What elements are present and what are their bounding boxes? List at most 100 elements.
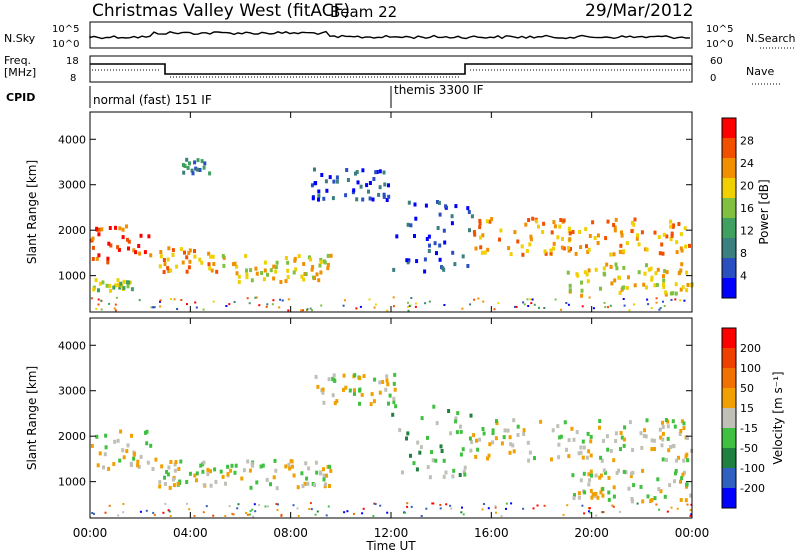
- echo-cell: [221, 254, 225, 258]
- echo-cell: [576, 273, 580, 278]
- echo-cell: [639, 431, 643, 436]
- echo-cell: [294, 267, 298, 272]
- echo-cell: [617, 468, 620, 473]
- echo-cell: [327, 505, 330, 508]
- echo-cell: [308, 508, 311, 510]
- echo-cell: [112, 285, 116, 290]
- echo-cell: [122, 511, 125, 514]
- echo-cell: [588, 234, 592, 238]
- echo-cell: [392, 396, 396, 401]
- echo-cell: [177, 467, 181, 471]
- echo-cell: [603, 470, 607, 475]
- colorbar-swatch: [722, 488, 736, 509]
- echo-cell: [145, 441, 149, 446]
- echo-cell: [297, 254, 301, 259]
- echo-cell: [589, 511, 591, 514]
- echo-cell: [109, 243, 113, 248]
- echo-cell: [181, 260, 185, 265]
- echo-cell: [170, 298, 173, 300]
- echo-cell: [224, 515, 227, 517]
- echo-cell: [420, 416, 424, 421]
- echo-cell: [158, 484, 162, 489]
- echo-cell: [159, 305, 162, 308]
- echo-cell: [187, 251, 191, 255]
- colorbar-tick-label: -100: [740, 462, 765, 475]
- echo-cell: [644, 434, 648, 439]
- echo-cell: [447, 409, 451, 413]
- echo-cell: [588, 510, 590, 513]
- echo-cell: [506, 428, 510, 433]
- echo-cell: [614, 217, 618, 222]
- echo-cell: [526, 298, 529, 301]
- echo-cell: [543, 307, 546, 309]
- echo-cell: [566, 245, 570, 250]
- echo-cell: [612, 494, 616, 499]
- echo-cell: [452, 468, 456, 473]
- echo-cell: [529, 237, 533, 242]
- echo-cell: [474, 246, 478, 251]
- echo-cell: [612, 505, 615, 508]
- echo-cell: [676, 507, 679, 510]
- echo-cell: [126, 284, 130, 289]
- echo-cell: [602, 271, 606, 276]
- echo-cell: [604, 236, 608, 241]
- echo-cell: [565, 447, 568, 452]
- echo-cell: [630, 497, 634, 501]
- echo-cell: [665, 270, 669, 275]
- echo-cell: [599, 455, 603, 460]
- echo-cell: [605, 262, 609, 267]
- echo-cell: [568, 237, 572, 242]
- colorbar-tick-label: 16: [740, 202, 754, 215]
- echo-cell: [568, 231, 572, 236]
- echo-cell: [269, 482, 272, 487]
- echo-cell: [353, 388, 356, 393]
- freq-panel: [89, 55, 693, 83]
- echo-cell: [101, 280, 105, 285]
- echo-cell: [293, 258, 297, 263]
- echo-cell: [431, 502, 434, 505]
- echo-cell: [134, 250, 138, 255]
- echo-cell: [149, 253, 153, 258]
- echo-cell: [645, 263, 648, 268]
- echo-cell: [393, 387, 397, 392]
- echo-cell: [669, 237, 673, 242]
- echo-cell: [198, 257, 202, 262]
- echo-cell: [551, 428, 555, 433]
- echo-cell: [309, 502, 312, 505]
- echo-cell: [372, 177, 376, 181]
- power-colorbar: 28 24 20 16 12 8 4: [721, 117, 754, 299]
- echo-cell: [633, 303, 635, 306]
- cpid-program-2: themis 3300 IF: [394, 83, 484, 97]
- echo-cell: [599, 473, 603, 478]
- echo-cell: [302, 309, 304, 312]
- echo-cell: [666, 510, 669, 513]
- echo-cell: [138, 251, 142, 256]
- echo-cell: [207, 251, 211, 256]
- echo-cell: [439, 444, 443, 449]
- echo-cell: [329, 468, 333, 473]
- cpid-label: CPID: [6, 91, 35, 104]
- echo-cell: [454, 416, 458, 421]
- echo-cell: [122, 503, 125, 505]
- echo-cell: [438, 243, 442, 248]
- echo-cell: [622, 298, 625, 300]
- echo-cell: [109, 288, 113, 293]
- echo-cell: [642, 433, 646, 438]
- echo-cell: [472, 433, 476, 438]
- echo-cell: [199, 463, 203, 468]
- echo-cell: [510, 502, 513, 505]
- echo-cell: [237, 280, 241, 284]
- echo-cell: [328, 484, 331, 488]
- echo-cell: [348, 388, 352, 393]
- echo-cell: [104, 511, 107, 514]
- echo-cell: [436, 200, 439, 204]
- echo-cell: [409, 223, 413, 228]
- echo-cell: [258, 304, 261, 307]
- echo-cell: [631, 448, 635, 452]
- echo-cell: [145, 509, 148, 512]
- echo-cell: [150, 306, 153, 309]
- echo-cell: [328, 175, 332, 180]
- echo-cell: [662, 232, 666, 237]
- echo-cell: [173, 298, 176, 301]
- echo-cell: [250, 278, 254, 283]
